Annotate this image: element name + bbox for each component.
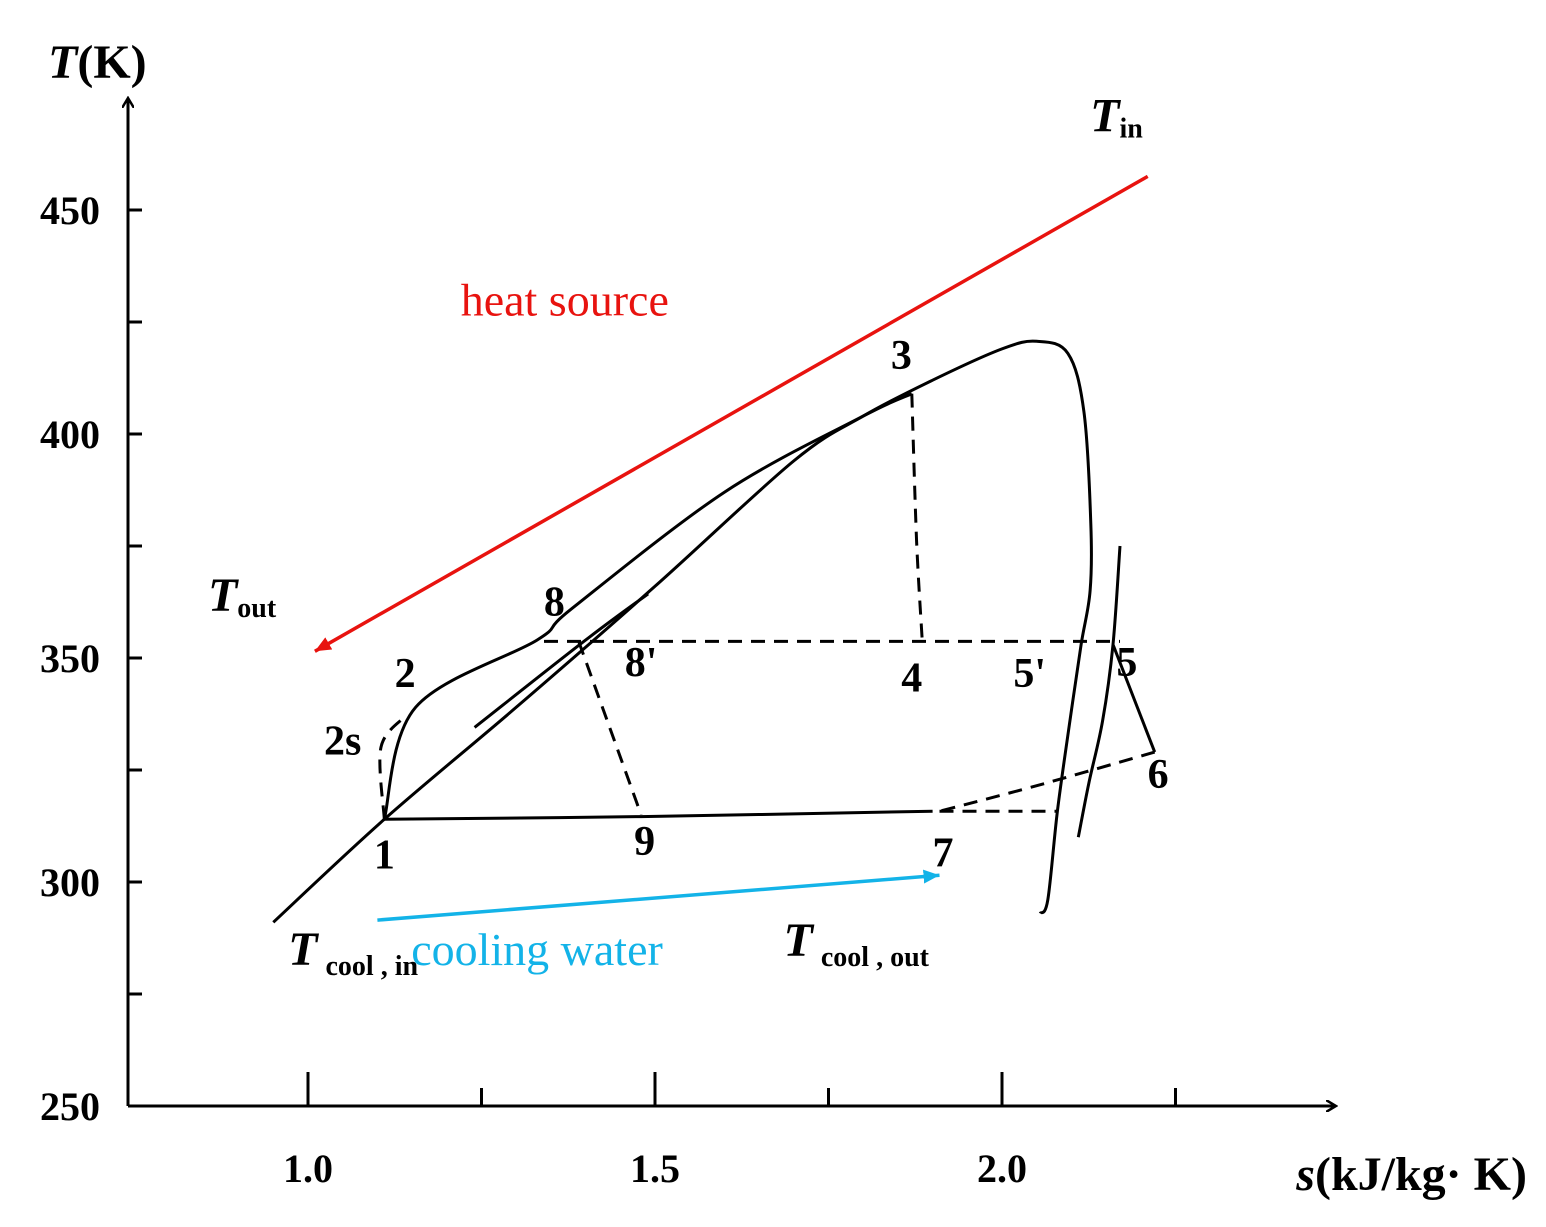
y-tick-label: 400 bbox=[40, 412, 100, 457]
series-cooling-water bbox=[377, 869, 940, 922]
state-point-label: 8' bbox=[625, 640, 658, 686]
x-tick-label: 1.0 bbox=[283, 1146, 333, 1191]
x-axis-title: s(kJ/kg· K) bbox=[1295, 1148, 1527, 1201]
state-point-label: 7 bbox=[933, 830, 954, 876]
series-saturation-dome bbox=[272, 339, 1094, 924]
cycle-curves bbox=[272, 174, 1157, 924]
series-expansion-5-6 bbox=[1111, 644, 1157, 753]
y-tick-label: 350 bbox=[40, 636, 100, 681]
state-point-label: 1 bbox=[374, 833, 395, 879]
series-isentropic-1-2s bbox=[378, 715, 407, 820]
series-working-fluid-cycle bbox=[382, 392, 913, 820]
y-axis-title: T(K) bbox=[48, 36, 147, 89]
series-isentropic-3-4 bbox=[910, 393, 924, 641]
state-point-label: 2 bbox=[395, 651, 416, 697]
state-point-label: 5 bbox=[1116, 640, 1137, 686]
y-tick-label: 250 bbox=[40, 1084, 100, 1129]
series-heat-source bbox=[314, 174, 1149, 653]
series-condensation-line-1-9-7 bbox=[384, 809, 933, 821]
state-point-labels: 1 2 2s 3 4 5 5' 6 7 8 8' 9 bbox=[324, 333, 1169, 879]
cooling-water-label: cooling water bbox=[411, 924, 663, 975]
state-point-label: 8 bbox=[544, 579, 565, 625]
state-point-label: 2s bbox=[324, 718, 361, 764]
state-point-label: 6 bbox=[1148, 752, 1169, 798]
state-point-label: 3 bbox=[891, 333, 912, 379]
t-in-label: Tin bbox=[1090, 90, 1143, 145]
y-tick-label: 450 bbox=[40, 188, 100, 233]
series-inner-curve-8 bbox=[473, 592, 649, 729]
state-point-label: 5' bbox=[1013, 651, 1046, 697]
axis-ticks: 250 300 350 400 450 1.0 1.5 2.0 bbox=[40, 188, 1177, 1191]
t-out-label: Tout bbox=[208, 569, 277, 624]
state-point-label: 9 bbox=[634, 819, 655, 865]
heat-source-label: heat source bbox=[461, 274, 669, 325]
series-curve-near-5 bbox=[1076, 545, 1122, 838]
x-tick-label: 1.5 bbox=[630, 1146, 680, 1191]
state-point-label: 4 bbox=[901, 656, 922, 702]
series-cooling-6-7 bbox=[939, 750, 1156, 813]
x-tick-label: 2.0 bbox=[977, 1146, 1027, 1191]
y-tick-label: 300 bbox=[40, 860, 100, 905]
series-throttle-8-9 bbox=[577, 640, 643, 816]
